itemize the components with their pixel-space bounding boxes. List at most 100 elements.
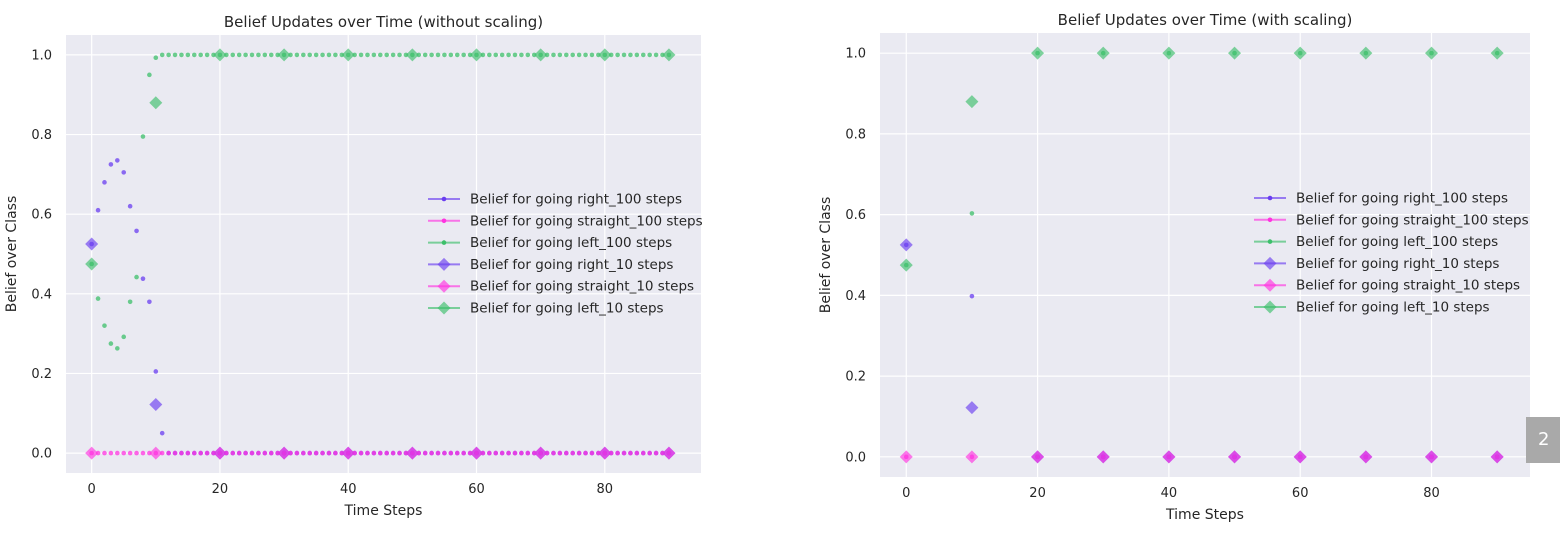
data-point-dot — [969, 211, 975, 216]
data-point-dot — [198, 52, 203, 58]
data-point-dot — [474, 52, 479, 58]
data-point-dot — [499, 52, 505, 58]
legend-label: Belief for going left_100 steps — [1296, 234, 1498, 250]
data-point-dot — [416, 450, 422, 456]
legend-label: Belief for going right_10 steps — [470, 257, 673, 273]
data-point-dot — [1297, 454, 1303, 460]
data-point-dot — [102, 323, 107, 328]
data-point-dot — [172, 52, 178, 58]
data-point-dot — [243, 52, 248, 58]
data-point-dot — [538, 450, 543, 456]
data-point-dot — [397, 52, 402, 58]
data-point-dot — [544, 52, 550, 58]
data-point-dot — [557, 52, 563, 58]
y-tick-label: 0.0 — [31, 447, 52, 462]
data-point-dot — [326, 450, 332, 456]
data-point-dot — [134, 450, 139, 456]
data-point-dot — [384, 450, 390, 456]
data-point-dot — [903, 262, 909, 268]
x-tick-label: 20 — [1029, 486, 1046, 501]
data-point-dot — [320, 450, 325, 456]
data-point-dot — [1166, 454, 1172, 460]
data-point-dot — [108, 162, 114, 167]
x-tick-label: 0 — [902, 486, 910, 501]
chart-1: 0 20 40 60 80 0.0 0.2 0.4 0.6 0.8 1.0 Belief Update… — [4, 13, 703, 519]
data-point-dot — [403, 52, 409, 58]
data-point-dot — [653, 52, 659, 58]
data-point-dot — [666, 52, 672, 58]
data-point-dot — [647, 52, 652, 58]
data-point-dot — [1494, 50, 1500, 56]
data-point-dot — [281, 52, 287, 58]
data-point-dot — [275, 450, 280, 456]
data-point-dot — [596, 52, 601, 58]
data-point-dot — [384, 52, 390, 58]
data-point-dot — [243, 450, 248, 456]
data-point-dot — [660, 450, 665, 456]
data-point-dot — [185, 450, 191, 456]
data-point-dot — [345, 52, 351, 58]
data-point-diamond — [149, 398, 163, 412]
data-point-dot — [403, 450, 409, 456]
x-tick-label: 80 — [597, 482, 614, 497]
legend-label: Belief for going straight_100 steps — [1296, 212, 1529, 228]
data-point-dot — [140, 276, 146, 281]
data-point-dot — [448, 52, 454, 58]
chart-title: Belief Updates over Time (with scaling) — [1058, 11, 1353, 29]
legend: Belief for going right_100 steps Belief f… — [428, 192, 703, 317]
data-point-dot — [102, 450, 107, 456]
data-point-dot — [903, 454, 909, 460]
data-point-dot — [1035, 454, 1040, 460]
y-tick-label: 0.4 — [845, 289, 866, 304]
data-point-dot — [134, 228, 139, 234]
data-point-dot — [172, 450, 178, 456]
data-point-dot — [589, 52, 595, 58]
data-point-dot — [570, 450, 576, 456]
legend-label: Belief for going right_10 steps — [1296, 256, 1499, 272]
data-point-dot — [256, 52, 261, 58]
data-point-dot — [301, 52, 306, 58]
legend: Belief for going right_100 steps Belief f… — [1254, 191, 1529, 316]
series-2 — [89, 450, 672, 456]
data-point-dot — [313, 52, 319, 58]
data-point-dot — [268, 450, 274, 456]
data-point-dot — [551, 52, 556, 58]
data-point-dot — [608, 450, 614, 456]
data-point-dot — [294, 52, 300, 58]
legend-marker-diamond — [437, 279, 451, 293]
data-point-dot — [1429, 454, 1434, 460]
legend-label: Belief for going straight_10 steps — [1296, 278, 1520, 294]
y-axis-label: Belief over Class — [4, 196, 20, 313]
data-point-dot — [121, 334, 127, 340]
data-point-dot — [602, 52, 608, 58]
data-point-dot — [410, 52, 415, 58]
data-point-dot — [307, 52, 313, 58]
data-point-dot — [467, 52, 473, 58]
data-point-dot — [454, 450, 460, 456]
data-point-dot — [262, 450, 268, 456]
y-tick-label: 0.6 — [31, 208, 52, 223]
data-point-dot — [365, 52, 370, 58]
data-point-dot — [969, 293, 975, 299]
data-point-dot — [531, 450, 537, 456]
x-axis-label: Time Steps — [1165, 507, 1244, 523]
data-point-dot — [480, 450, 486, 456]
data-point-dot — [615, 52, 620, 58]
data-point-dot — [621, 450, 627, 456]
data-point-dot — [127, 299, 133, 305]
page-number-badge[interactable]: 2 — [1526, 417, 1560, 463]
data-point-dot — [499, 450, 505, 456]
data-point-diamond — [965, 401, 979, 415]
data-point-dot — [166, 450, 171, 456]
y-tick-label: 0.2 — [845, 370, 866, 385]
data-point-dot — [95, 207, 101, 213]
legend-label: Belief for going right_100 steps — [470, 192, 682, 208]
x-tick-label: 60 — [468, 482, 485, 497]
data-point-dot — [345, 450, 351, 456]
data-point-dot — [596, 450, 601, 456]
data-point-dot — [602, 450, 608, 456]
data-point-dot — [628, 450, 633, 456]
y-tick-label: 1.0 — [845, 47, 866, 62]
data-point-dot — [519, 52, 524, 58]
data-point-dot — [371, 450, 377, 456]
